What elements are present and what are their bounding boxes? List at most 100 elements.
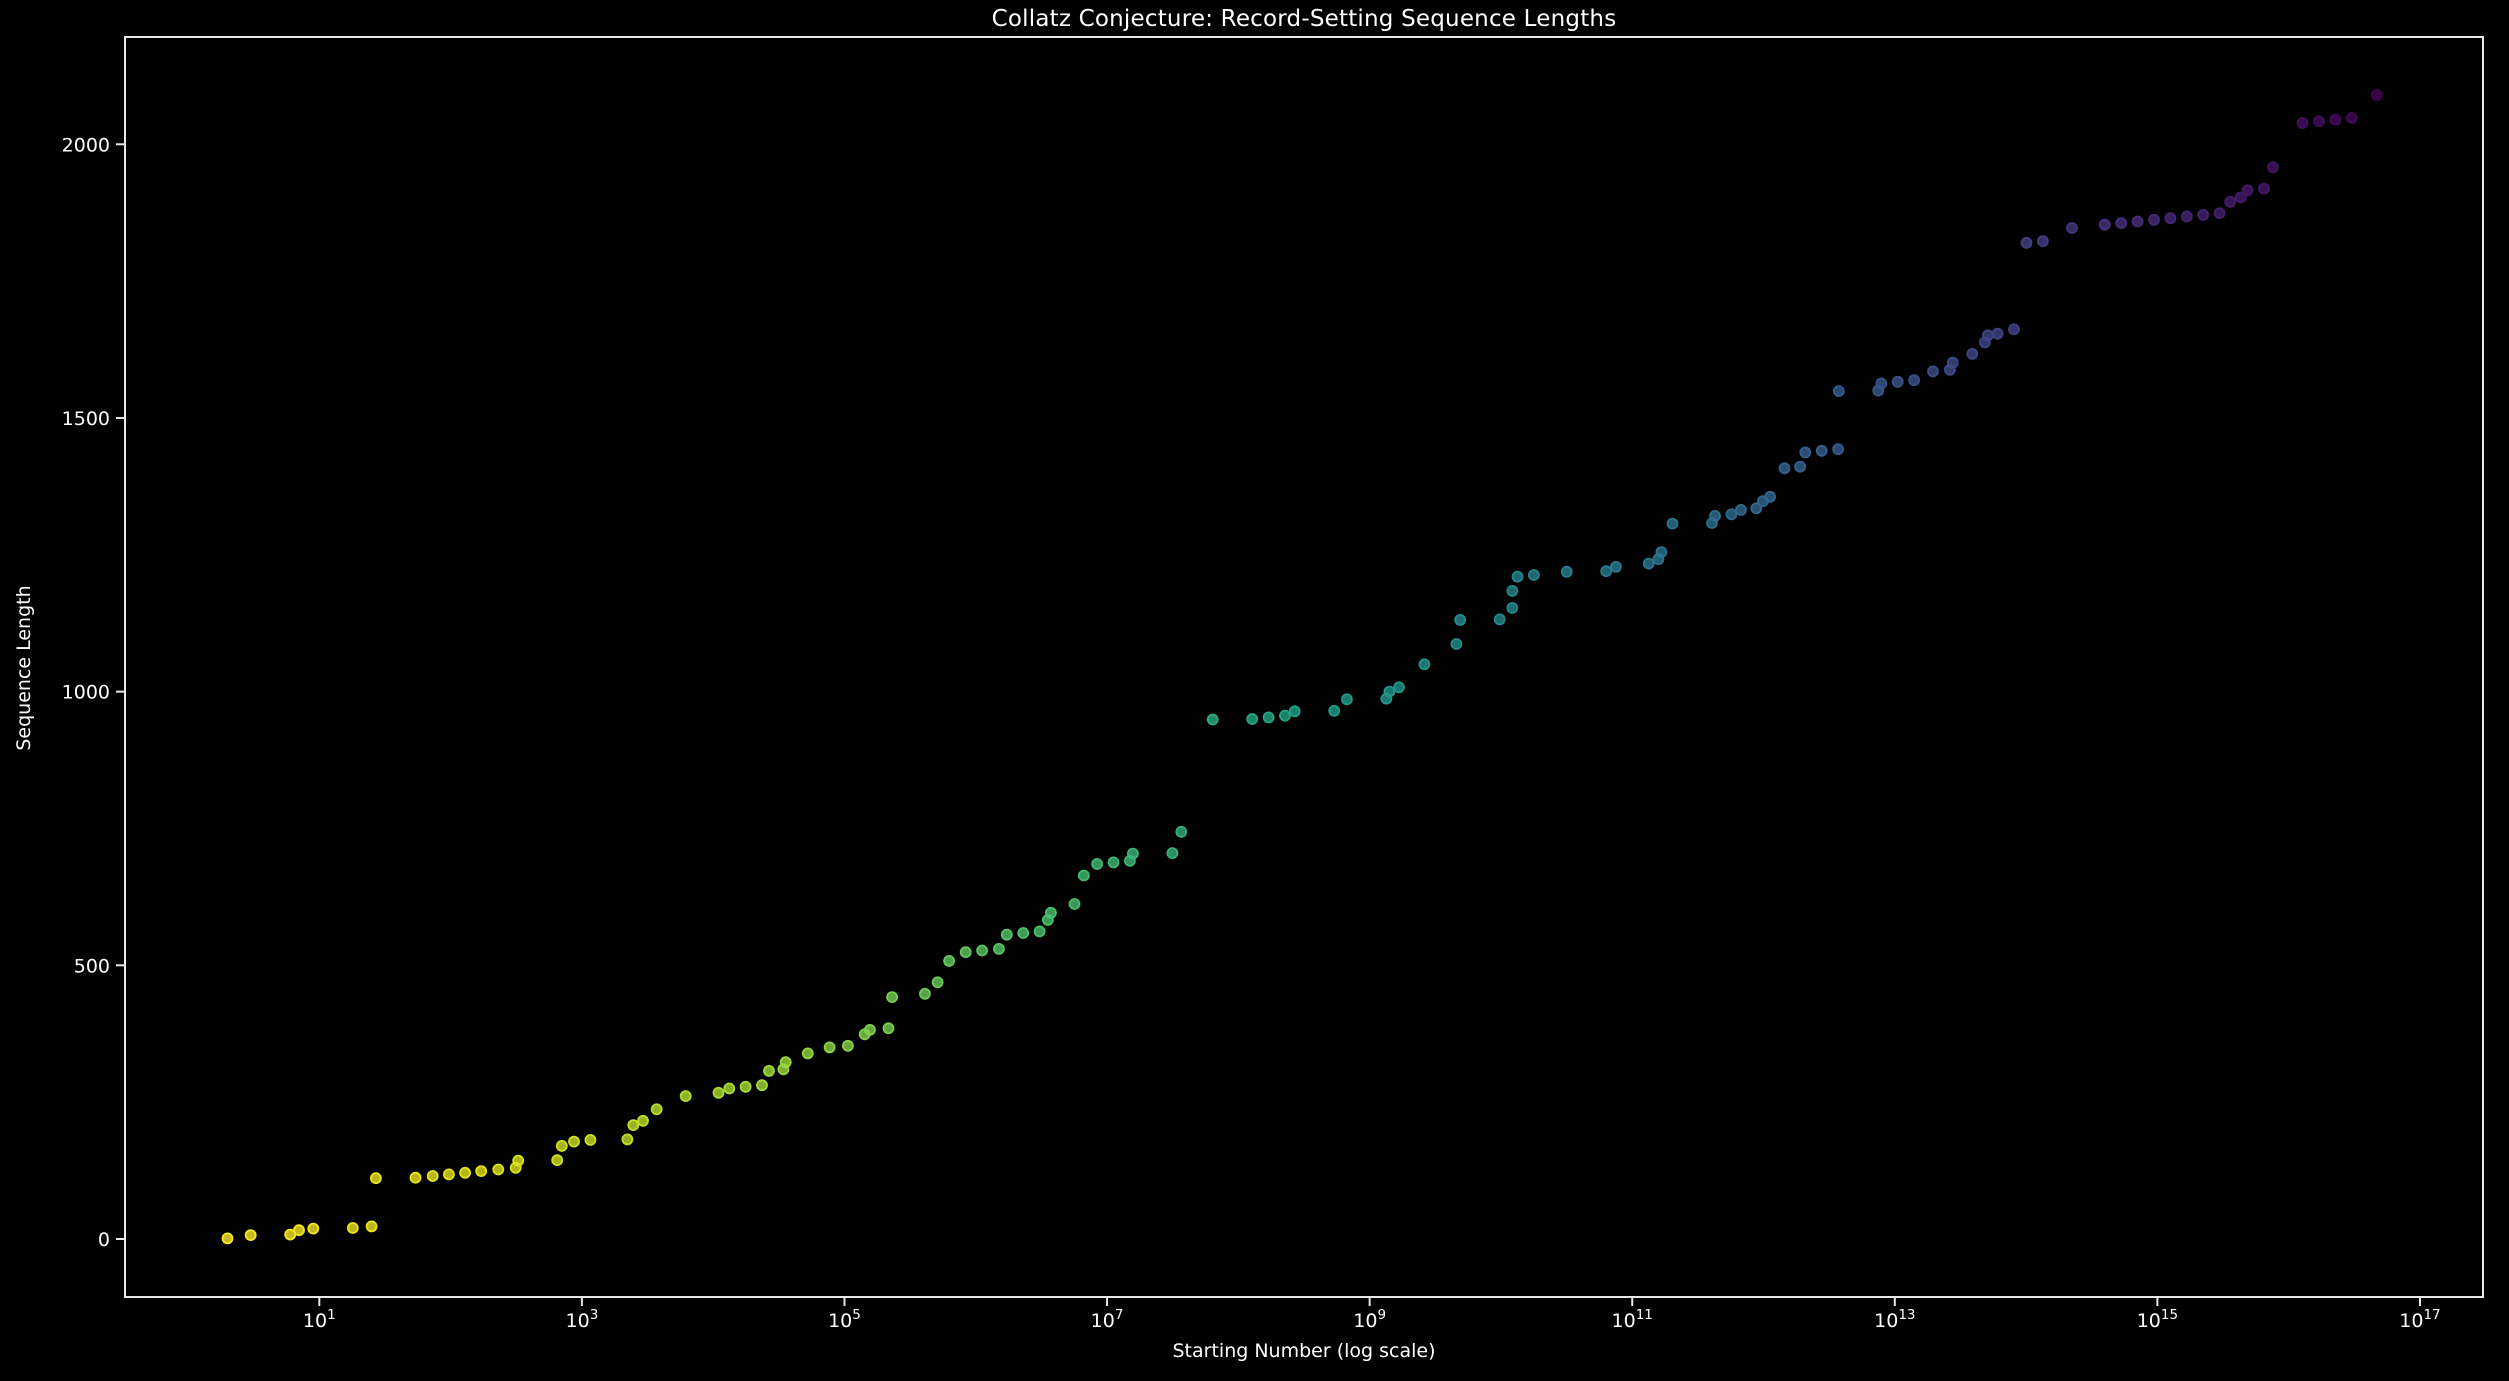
data-point [1393,681,1405,694]
data-point [739,1080,752,1093]
data-point [1778,462,1791,475]
data-point [2296,117,2309,129]
data-point [1107,856,1120,869]
data-point [2020,236,2033,249]
data-point [1077,869,1090,882]
data-point [1246,713,1259,725]
data-point [801,1047,814,1060]
data-point [1206,713,1219,726]
data-point [1418,658,1431,671]
x-tick-label: 1017 [2399,1307,2440,1332]
data-point [2266,161,2279,174]
data-point [2115,217,2128,230]
data-point [976,944,988,957]
data-point [1493,613,1506,626]
data-point [1875,377,1888,390]
data-point [943,955,955,967]
data-point [568,1135,580,1148]
data-point [823,1041,836,1054]
data-point [1506,585,1519,597]
data-point [679,1090,692,1102]
x-tick-label: 1015 [2137,1307,2178,1332]
data-point [1454,614,1467,626]
data-point [2131,215,2144,228]
data-point [1966,347,1979,360]
data-point [512,1154,525,1167]
data-point [1799,446,1812,459]
data-point [1832,385,1845,398]
data-point [1709,510,1721,522]
data-point [1262,711,1275,724]
data-point [1383,685,1396,698]
data-point [993,943,1005,955]
data-point [1068,898,1081,910]
data-point [931,976,944,989]
data-point [2224,195,2237,208]
data-point [627,1119,640,1131]
data-point [1017,927,1030,939]
y-axis-label: Sequence Length [13,585,35,751]
data-point [1750,502,1763,515]
data-point [886,991,898,1003]
data-point [426,1170,439,1182]
data-point [2234,191,2247,204]
data-point [1288,705,1301,718]
data-point [2370,89,2383,101]
data-point [2241,184,2254,197]
data-point [2098,218,2111,231]
data-point [1735,503,1747,516]
data-point [1600,565,1613,578]
data-point [221,1232,234,1245]
data-point [2164,212,2177,225]
data-point [459,1166,472,1179]
data-point [244,1229,257,1241]
data-point [1528,569,1540,581]
data-point [409,1171,422,1184]
data-point [2197,208,2210,221]
y-tick-label: 500 [74,955,110,977]
data-point [763,1065,775,1077]
x-axis-label: Starting Number (log scale) [1172,1340,1436,1362]
data-point [1279,709,1291,722]
data-point [1045,906,1057,919]
data-point [475,1165,488,1177]
x-tick-label: 103 [566,1307,599,1332]
y-tick-label: 0 [98,1229,110,1251]
data-point [842,1039,854,1052]
x-tick-label: 1011 [1612,1307,1653,1332]
data-point [346,1222,359,1234]
data-point [779,1056,792,1069]
data-point [1982,329,1994,342]
x-tick-label: 101 [303,1307,336,1332]
data-point [1610,560,1622,573]
data-point [1328,704,1341,717]
data-point [584,1134,597,1146]
data-point [2345,112,2358,124]
axes-frame [124,36,2484,1298]
data-point [1832,443,1844,456]
data-point [369,1172,382,1185]
data-point [2037,235,2049,248]
data-point [1511,570,1524,583]
data-point [621,1133,634,1146]
data-point [1341,693,1353,706]
y-tick-label: 2000 [62,134,110,156]
data-point [307,1222,320,1235]
data-point [2066,222,2078,234]
data-point [919,987,931,1000]
data-point [1166,847,1179,859]
x-tick-label: 105 [828,1307,861,1332]
data-point [2313,115,2325,128]
data-point [1655,546,1668,558]
data-point [864,1024,876,1036]
data-point [1927,365,1939,378]
data-point [756,1079,768,1092]
data-point [1450,638,1463,650]
data-point [882,1022,895,1035]
data-point [1127,847,1139,860]
data-point [293,1224,305,1237]
x-tick-label: 1013 [1874,1307,1915,1332]
data-point [1991,327,2004,340]
